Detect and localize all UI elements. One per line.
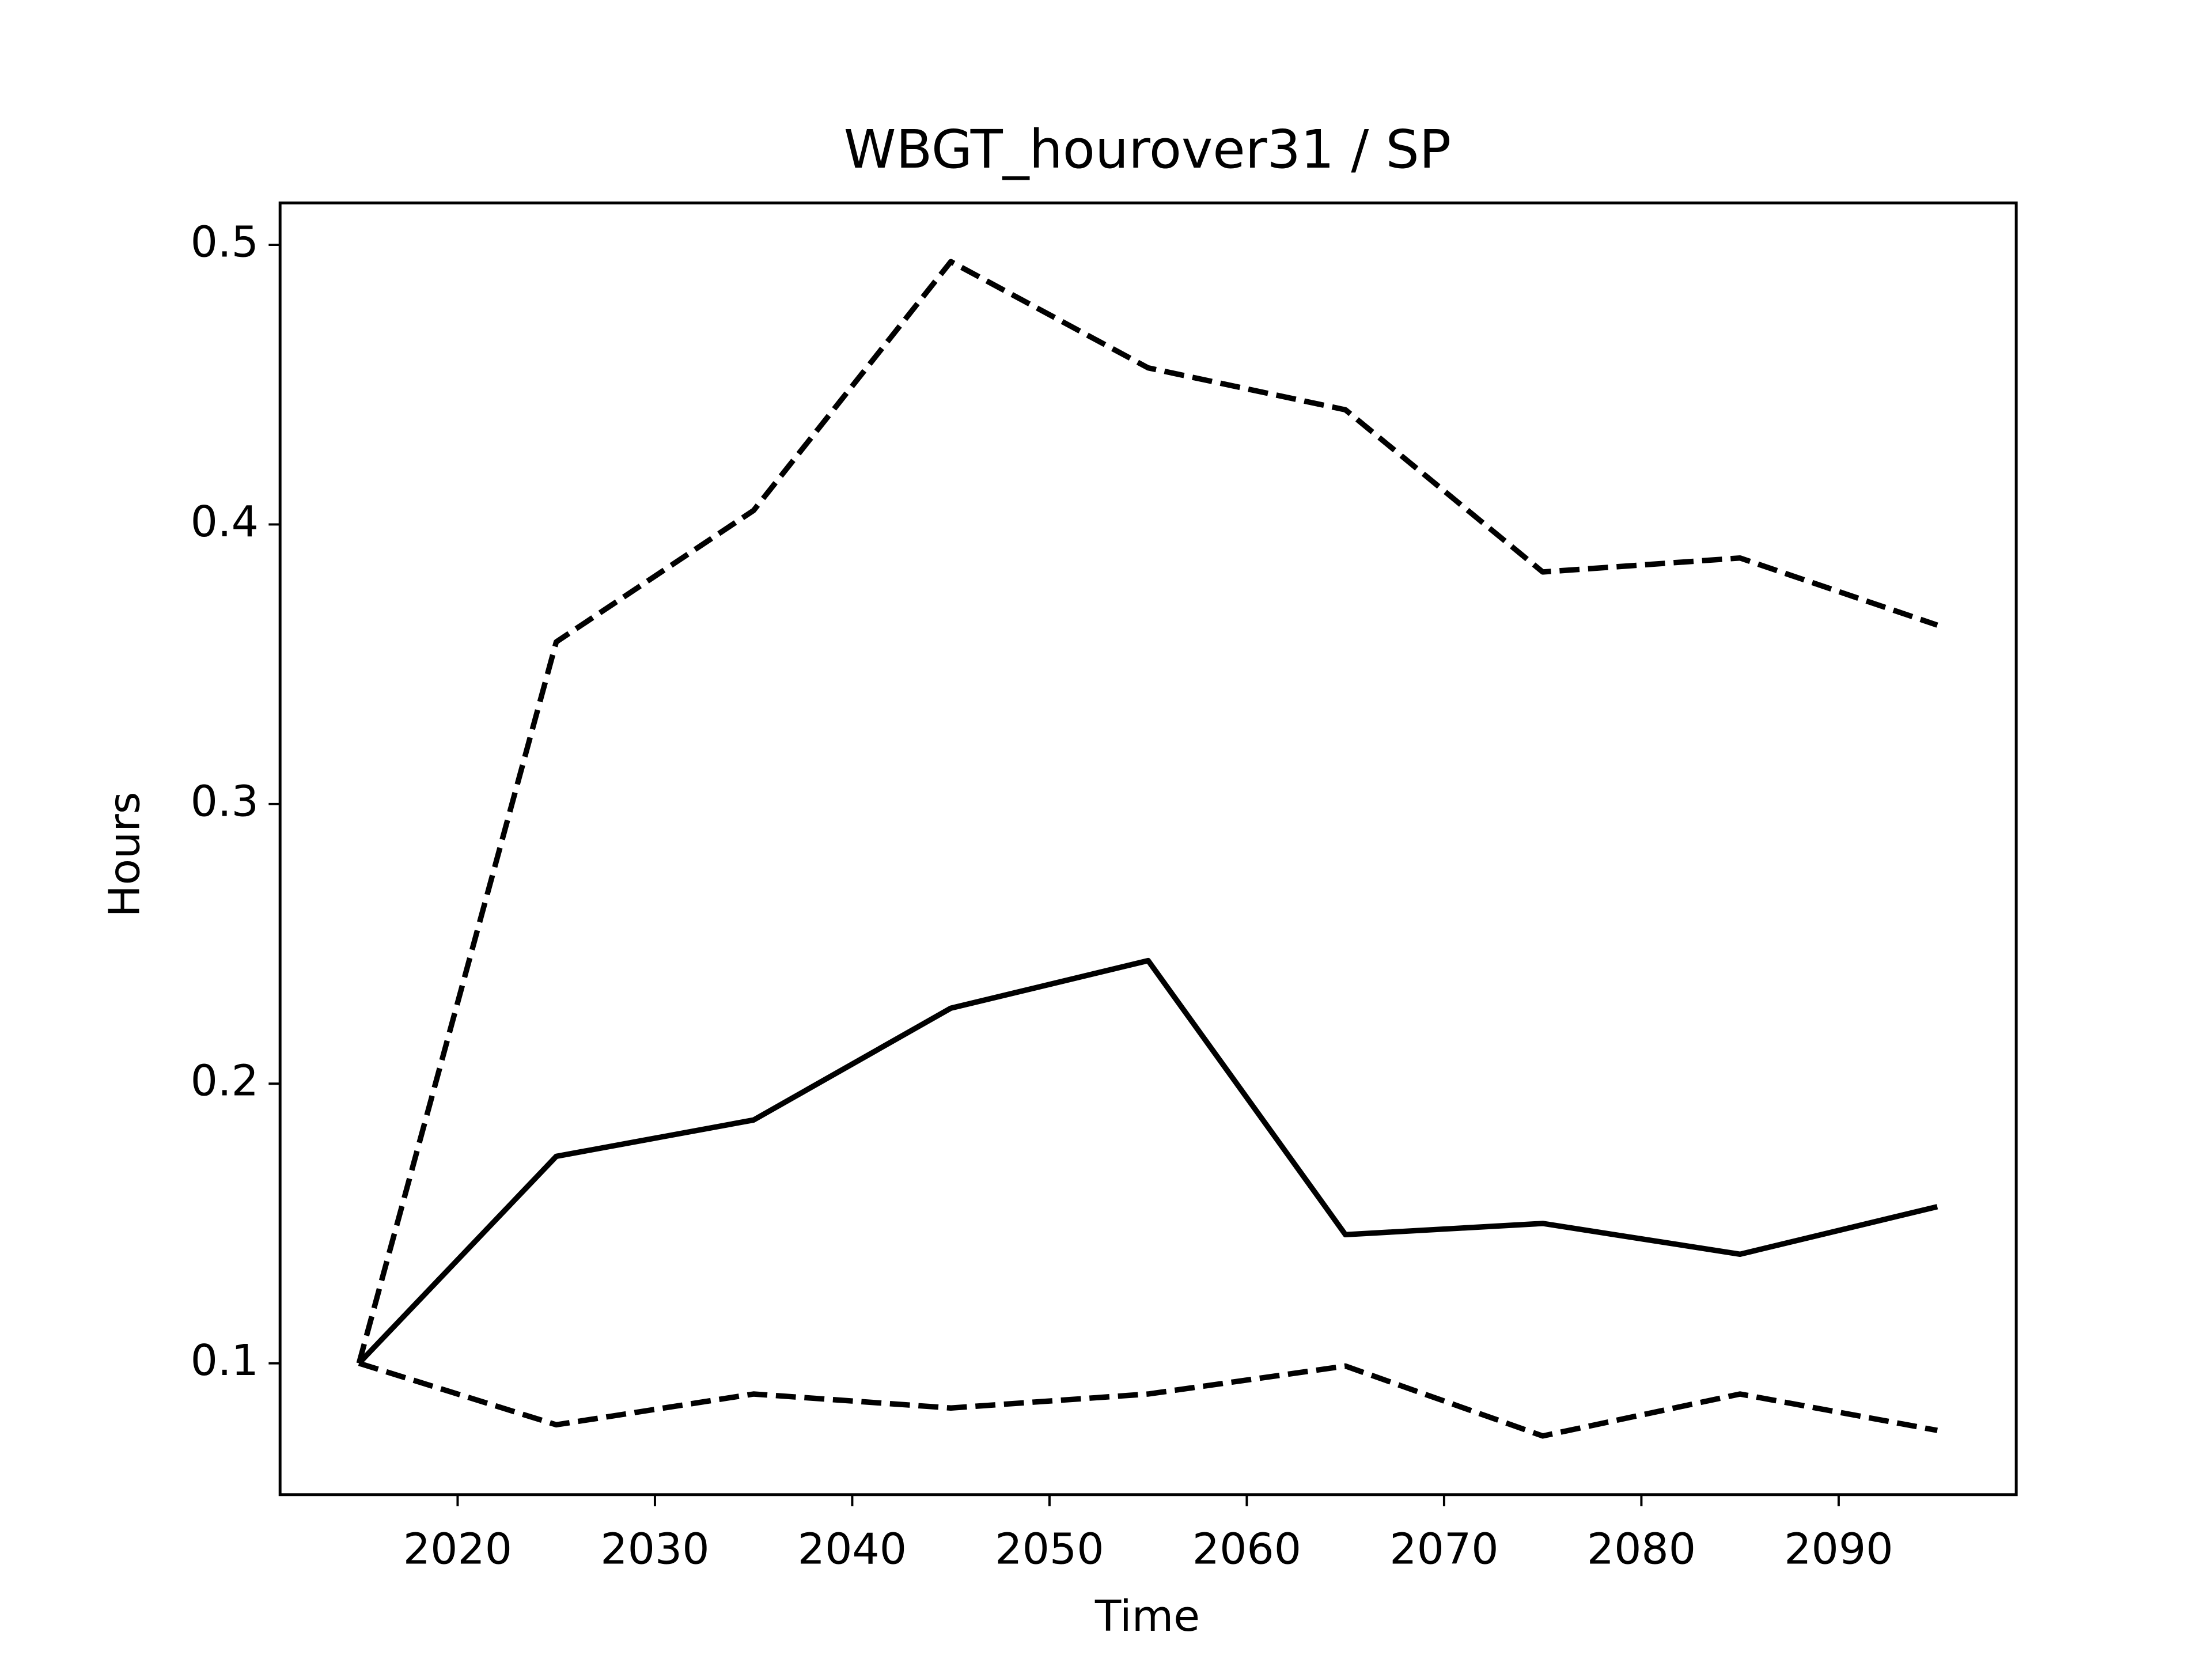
data-line bbox=[357, 957, 1938, 1365]
chart-title: WBGT_hourover31 / SP bbox=[844, 119, 1451, 180]
y-tick-label: 0.3 bbox=[191, 776, 259, 826]
y-tick-label: 0.4 bbox=[191, 497, 259, 547]
x-tick-label: 2030 bbox=[600, 1524, 709, 1574]
x-tick-label: 2070 bbox=[1389, 1524, 1498, 1574]
y-tick-label: 0.2 bbox=[191, 1056, 259, 1106]
y-tick-label: 0.1 bbox=[191, 1335, 259, 1385]
x-tick-label: 2040 bbox=[798, 1524, 907, 1574]
x-tick-label: 2090 bbox=[1784, 1524, 1893, 1574]
y-tick-label: 0.5 bbox=[191, 217, 259, 267]
x-tick-label: 2050 bbox=[995, 1524, 1104, 1574]
data-line bbox=[358, 1361, 1938, 1439]
data-line bbox=[356, 259, 1938, 1364]
x-tick-label: 2020 bbox=[403, 1524, 512, 1574]
x-tick-label: 2080 bbox=[1587, 1524, 1696, 1574]
y-axis-label: Hours bbox=[99, 791, 149, 917]
x-tick-label: 2060 bbox=[1192, 1524, 1301, 1574]
plot-frame bbox=[278, 201, 2018, 1497]
x-axis-label: Time bbox=[1094, 1591, 1200, 1641]
